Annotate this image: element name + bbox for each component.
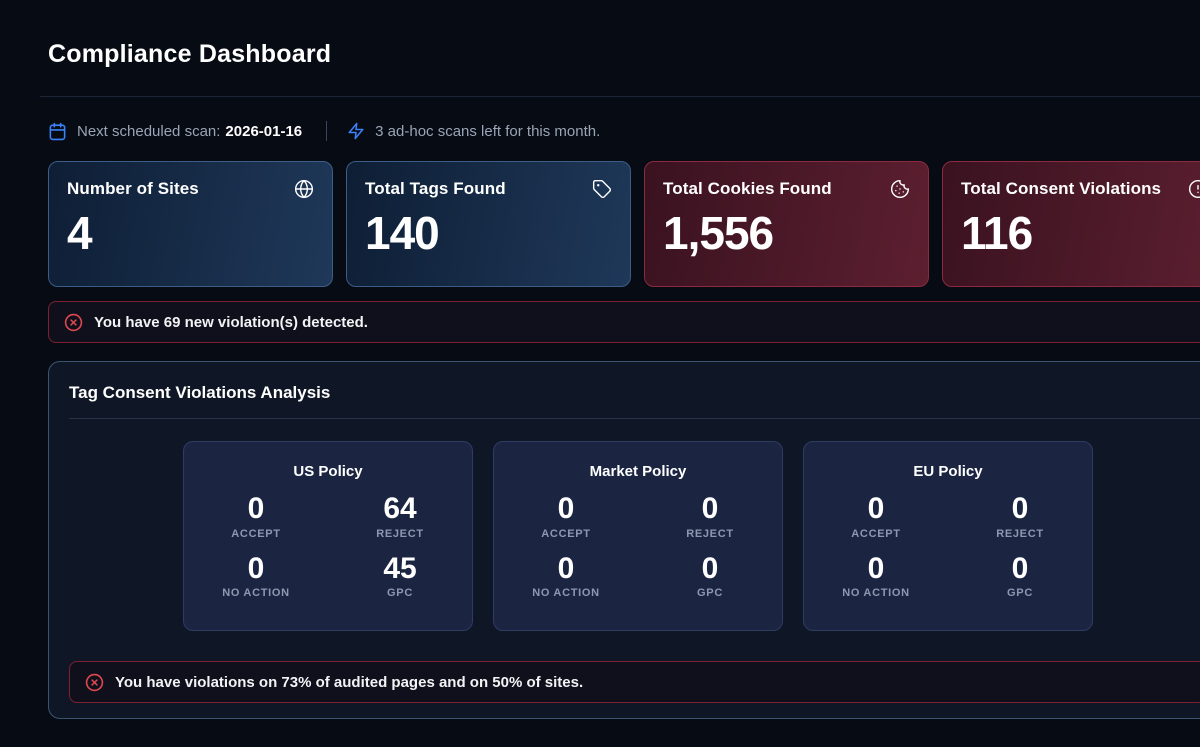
metric-value: 0 bbox=[247, 551, 265, 585]
metric-no-action: 0 NO ACTION bbox=[494, 551, 638, 599]
metric-value: 0 bbox=[557, 551, 575, 585]
x-circle-icon bbox=[85, 673, 104, 692]
alert-text: You have 69 new violation(s) detected. bbox=[94, 313, 368, 331]
stat-card-total-consent-violations: Total Consent Violations 116 bbox=[942, 161, 1200, 287]
globe-icon bbox=[294, 179, 314, 199]
metric-value: 0 bbox=[867, 492, 885, 525]
metric-accept: 0 ACCEPT bbox=[494, 493, 638, 540]
policy-cards-row: US Policy 0 ACCEPT 64 REJECT 0 NO ACTION bbox=[69, 441, 1200, 631]
policy-name: EU Policy bbox=[913, 463, 983, 480]
metric-label: REJECT bbox=[686, 527, 734, 540]
stat-cards-row: Number of Sites 4 Total Tags Found 140 T… bbox=[48, 161, 1200, 287]
cookie-icon bbox=[890, 179, 910, 199]
metric-label: ACCEPT bbox=[231, 527, 281, 540]
metric-value: 0 bbox=[247, 492, 265, 525]
alert-circle-icon bbox=[1188, 179, 1200, 199]
stat-card-total-cookies-found: Total Cookies Found 1,556 bbox=[644, 161, 929, 287]
metric-accept: 0 ACCEPT bbox=[184, 493, 328, 540]
stat-card-label: Number of Sites bbox=[67, 179, 199, 198]
alert-text: You have violations on 73% of audited pa… bbox=[115, 673, 584, 691]
calendar-icon bbox=[48, 122, 67, 141]
metric-label: GPC bbox=[1007, 587, 1033, 599]
metric-label: NO ACTION bbox=[842, 587, 910, 599]
metric-gpc: 0 GPC bbox=[948, 551, 1092, 599]
stat-card-total-tags-found: Total Tags Found 140 bbox=[346, 161, 631, 287]
metric-no-action: 0 NO ACTION bbox=[804, 551, 948, 599]
metric-reject: 64 REJECT bbox=[328, 493, 472, 540]
metric-accept: 0 ACCEPT bbox=[804, 493, 948, 540]
compliance-dashboard-page: Compliance Dashboard Next scheduled scan… bbox=[40, 40, 1200, 719]
scan-info-bar: Next scheduled scan: 2026-01-16 3 ad-hoc … bbox=[48, 121, 1200, 141]
stat-card-value: 116 bbox=[961, 207, 1033, 259]
metric-no-action: 0 NO ACTION bbox=[184, 551, 328, 599]
metric-label: ACCEPT bbox=[541, 527, 591, 540]
stat-card-label: Total Tags Found bbox=[365, 179, 506, 198]
new-violations-alert: You have 69 new violation(s) detected. bbox=[48, 301, 1200, 343]
stat-card-label: Total Consent Violations bbox=[961, 179, 1162, 198]
metric-reject: 0 REJECT bbox=[638, 493, 782, 540]
metric-value: 45 bbox=[383, 551, 417, 585]
metric-value: 0 bbox=[1011, 492, 1029, 525]
x-circle-icon bbox=[64, 313, 83, 332]
metric-label: REJECT bbox=[376, 527, 424, 540]
metric-label: NO ACTION bbox=[532, 587, 600, 599]
tag-icon bbox=[592, 179, 612, 199]
metric-gpc: 45 GPC bbox=[328, 551, 472, 599]
metric-gpc: 0 GPC bbox=[638, 551, 782, 599]
page-title: Compliance Dashboard bbox=[48, 40, 332, 68]
policy-name: US Policy bbox=[293, 463, 363, 480]
metric-label: GPC bbox=[387, 587, 413, 599]
policy-card-market: Market Policy 0 ACCEPT 0 REJECT 0 NO ACT… bbox=[493, 441, 783, 631]
metric-value: 0 bbox=[1011, 551, 1029, 585]
metric-value: 0 bbox=[867, 551, 885, 585]
stat-card-value: 1,556 bbox=[663, 207, 774, 259]
stat-card-value: 140 bbox=[365, 207, 440, 259]
stat-card-number-of-sites: Number of Sites 4 bbox=[48, 161, 333, 287]
zap-icon bbox=[347, 122, 365, 140]
section-title: Tag Consent Violations Analysis bbox=[69, 383, 331, 402]
stat-card-label: Total Cookies Found bbox=[663, 179, 832, 198]
policy-name: Market Policy bbox=[589, 463, 687, 480]
metric-value: 0 bbox=[701, 551, 719, 585]
metric-label: GPC bbox=[697, 587, 723, 599]
next-scan-date: 2026-01-16 bbox=[225, 122, 303, 140]
metric-label: NO ACTION bbox=[222, 587, 290, 599]
policy-card-us: US Policy 0 ACCEPT 64 REJECT 0 NO ACTION bbox=[183, 441, 473, 631]
next-scan-label: Next scheduled scan: bbox=[77, 122, 221, 140]
metric-value: 0 bbox=[557, 492, 575, 525]
page-violations-alert: You have violations on 73% of audited pa… bbox=[69, 661, 1200, 703]
metric-label: REJECT bbox=[996, 527, 1044, 540]
policy-card-eu: EU Policy 0 ACCEPT 0 REJECT 0 NO ACTION bbox=[803, 441, 1093, 631]
metric-label: ACCEPT bbox=[851, 527, 901, 540]
tag-consent-violations-analysis-panel: Tag Consent Violations Analysis US Polic… bbox=[48, 361, 1200, 719]
next-scan-text: Next scheduled scan: 2026-01-16 bbox=[77, 123, 302, 140]
metric-value: 64 bbox=[383, 492, 417, 525]
scan-info-separator bbox=[326, 121, 328, 141]
header-divider bbox=[40, 96, 1200, 97]
section-divider bbox=[69, 418, 1200, 419]
metric-value: 0 bbox=[701, 492, 719, 525]
stat-card-value: 4 bbox=[67, 207, 93, 259]
metric-reject: 0 REJECT bbox=[948, 493, 1092, 540]
adhoc-scans-text: 3 ad-hoc scans left for this month. bbox=[375, 122, 601, 140]
